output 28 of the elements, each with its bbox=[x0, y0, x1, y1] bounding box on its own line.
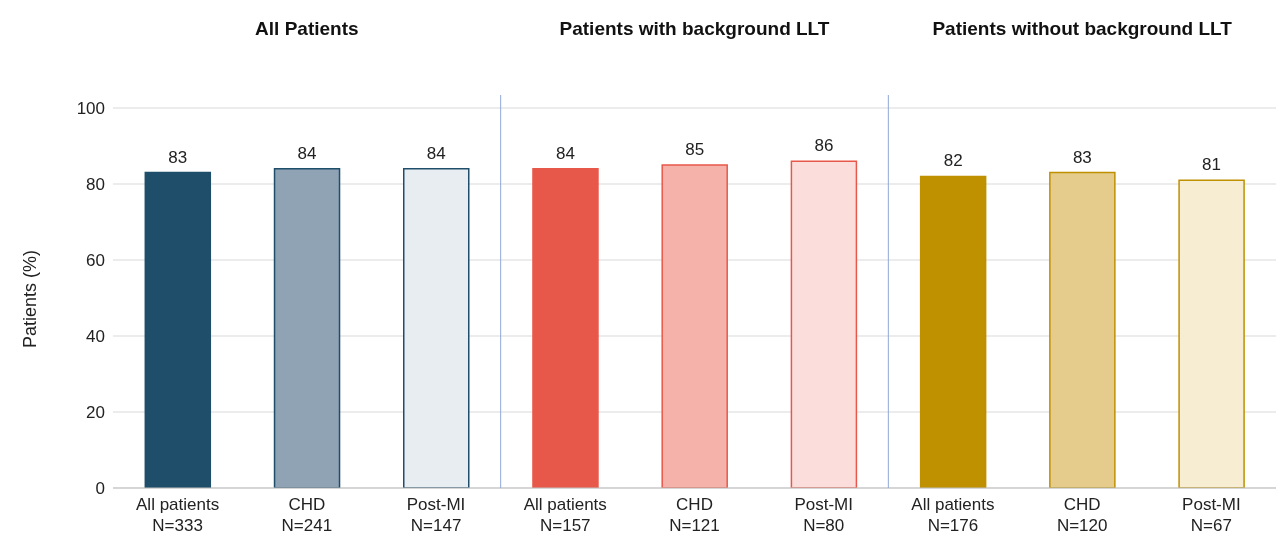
text: All Patients bbox=[254, 17, 360, 41]
x-tick-label: CHD N=121 bbox=[669, 495, 720, 535]
x-tick-label: CHD N=120 bbox=[1056, 495, 1108, 535]
x-tick-label: Post-MI N=67 bbox=[1182, 495, 1241, 535]
x-tick-label: CHD N=241 bbox=[281, 495, 333, 535]
text: Patients with background LLT bbox=[558, 17, 831, 41]
x-tick-label: All patients N=176 bbox=[911, 495, 995, 535]
x-tick-label: Post-MI N=80 bbox=[794, 495, 853, 535]
data-label: 84 bbox=[556, 143, 575, 163]
y-tick-label: 80 bbox=[86, 175, 105, 195]
data-label: 82 bbox=[943, 151, 963, 171]
data-label: 84 bbox=[426, 143, 446, 163]
data-label: 81 bbox=[1202, 155, 1222, 175]
data-label: 83 bbox=[168, 147, 188, 167]
x-tick-label: All patients N=157 bbox=[523, 495, 607, 535]
y-axis-title: Patients (%) bbox=[20, 249, 41, 348]
y-tick-label: 60 bbox=[86, 251, 105, 271]
text: Patients without background LLT bbox=[931, 17, 1233, 41]
x-tick-label: All patients N=333 bbox=[136, 495, 220, 535]
y-tick-label: 100 bbox=[76, 99, 105, 119]
data-label: 83 bbox=[1072, 147, 1092, 167]
data-label: 84 bbox=[297, 143, 317, 163]
y-tick-label: 0 bbox=[95, 479, 105, 499]
data-label: 86 bbox=[814, 136, 834, 156]
data-label: 85 bbox=[685, 140, 705, 159]
y-tick-label: 40 bbox=[86, 327, 105, 347]
y-tick-label: 20 bbox=[86, 403, 105, 423]
x-tick-label: Post-MI N=147 bbox=[406, 495, 466, 535]
